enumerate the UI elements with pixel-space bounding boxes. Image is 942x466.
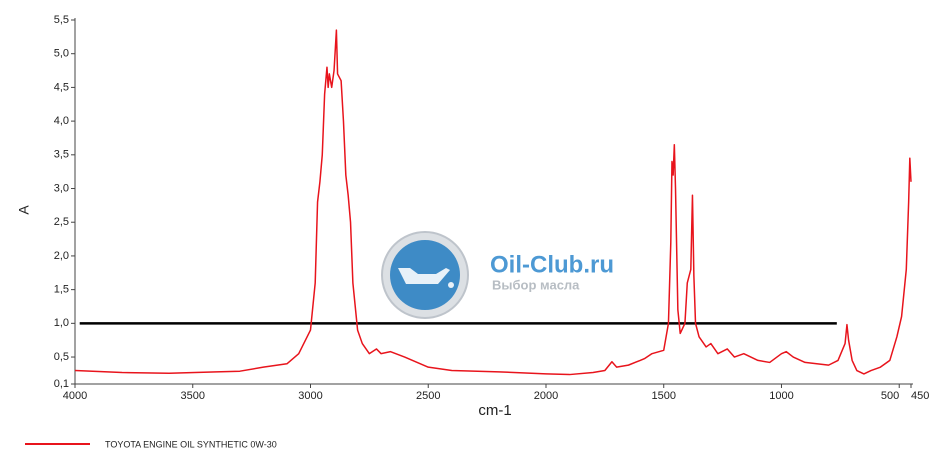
x-tick-label: 500 xyxy=(881,390,899,402)
y-tick-label: 5,0 xyxy=(54,48,69,60)
y-tick-label: 4,0 xyxy=(54,115,69,127)
x-tick-label: 4000 xyxy=(63,390,87,402)
x-tick-label: 1500 xyxy=(651,390,675,402)
y-tick-label: 0,1 xyxy=(54,378,69,390)
x-tick-label: 3000 xyxy=(298,390,322,402)
x-tick-label: 3500 xyxy=(181,390,205,402)
spectrum-line xyxy=(74,29,912,376)
y-tick-label: 1,5 xyxy=(54,284,69,296)
x-axis-title: cm-1 xyxy=(478,402,511,419)
logo-drop xyxy=(448,282,454,288)
x-tick-label: 2000 xyxy=(534,390,558,402)
watermark-title: Oil-Club.ru xyxy=(490,251,614,278)
y-tick-label: 5,5 xyxy=(54,14,69,26)
y-tick-label: 3,5 xyxy=(54,149,69,161)
y-tick-label: 2,0 xyxy=(54,250,69,262)
y-tick-label: 3,0 xyxy=(54,182,69,194)
x-tick-label: 2500 xyxy=(416,390,440,402)
y-tick-label: 1,0 xyxy=(54,317,69,329)
y-tick-label: 4,5 xyxy=(54,81,69,93)
watermark: Oil-Club.ru Выбор масла xyxy=(381,231,614,319)
y-tick-label: 2,5 xyxy=(54,216,69,228)
logo-oilcan xyxy=(398,268,450,284)
watermark-subtitle: Выбор масла xyxy=(492,277,580,292)
x-tick-label: 450 xyxy=(911,390,929,402)
x-tick-label: 1000 xyxy=(769,390,793,402)
y-axis-title: A xyxy=(16,205,32,215)
legend-label: TOYOTA ENGINE OIL SYNTHETIC 0W-30 xyxy=(105,439,277,449)
y-tick-label: 0,5 xyxy=(54,351,69,363)
